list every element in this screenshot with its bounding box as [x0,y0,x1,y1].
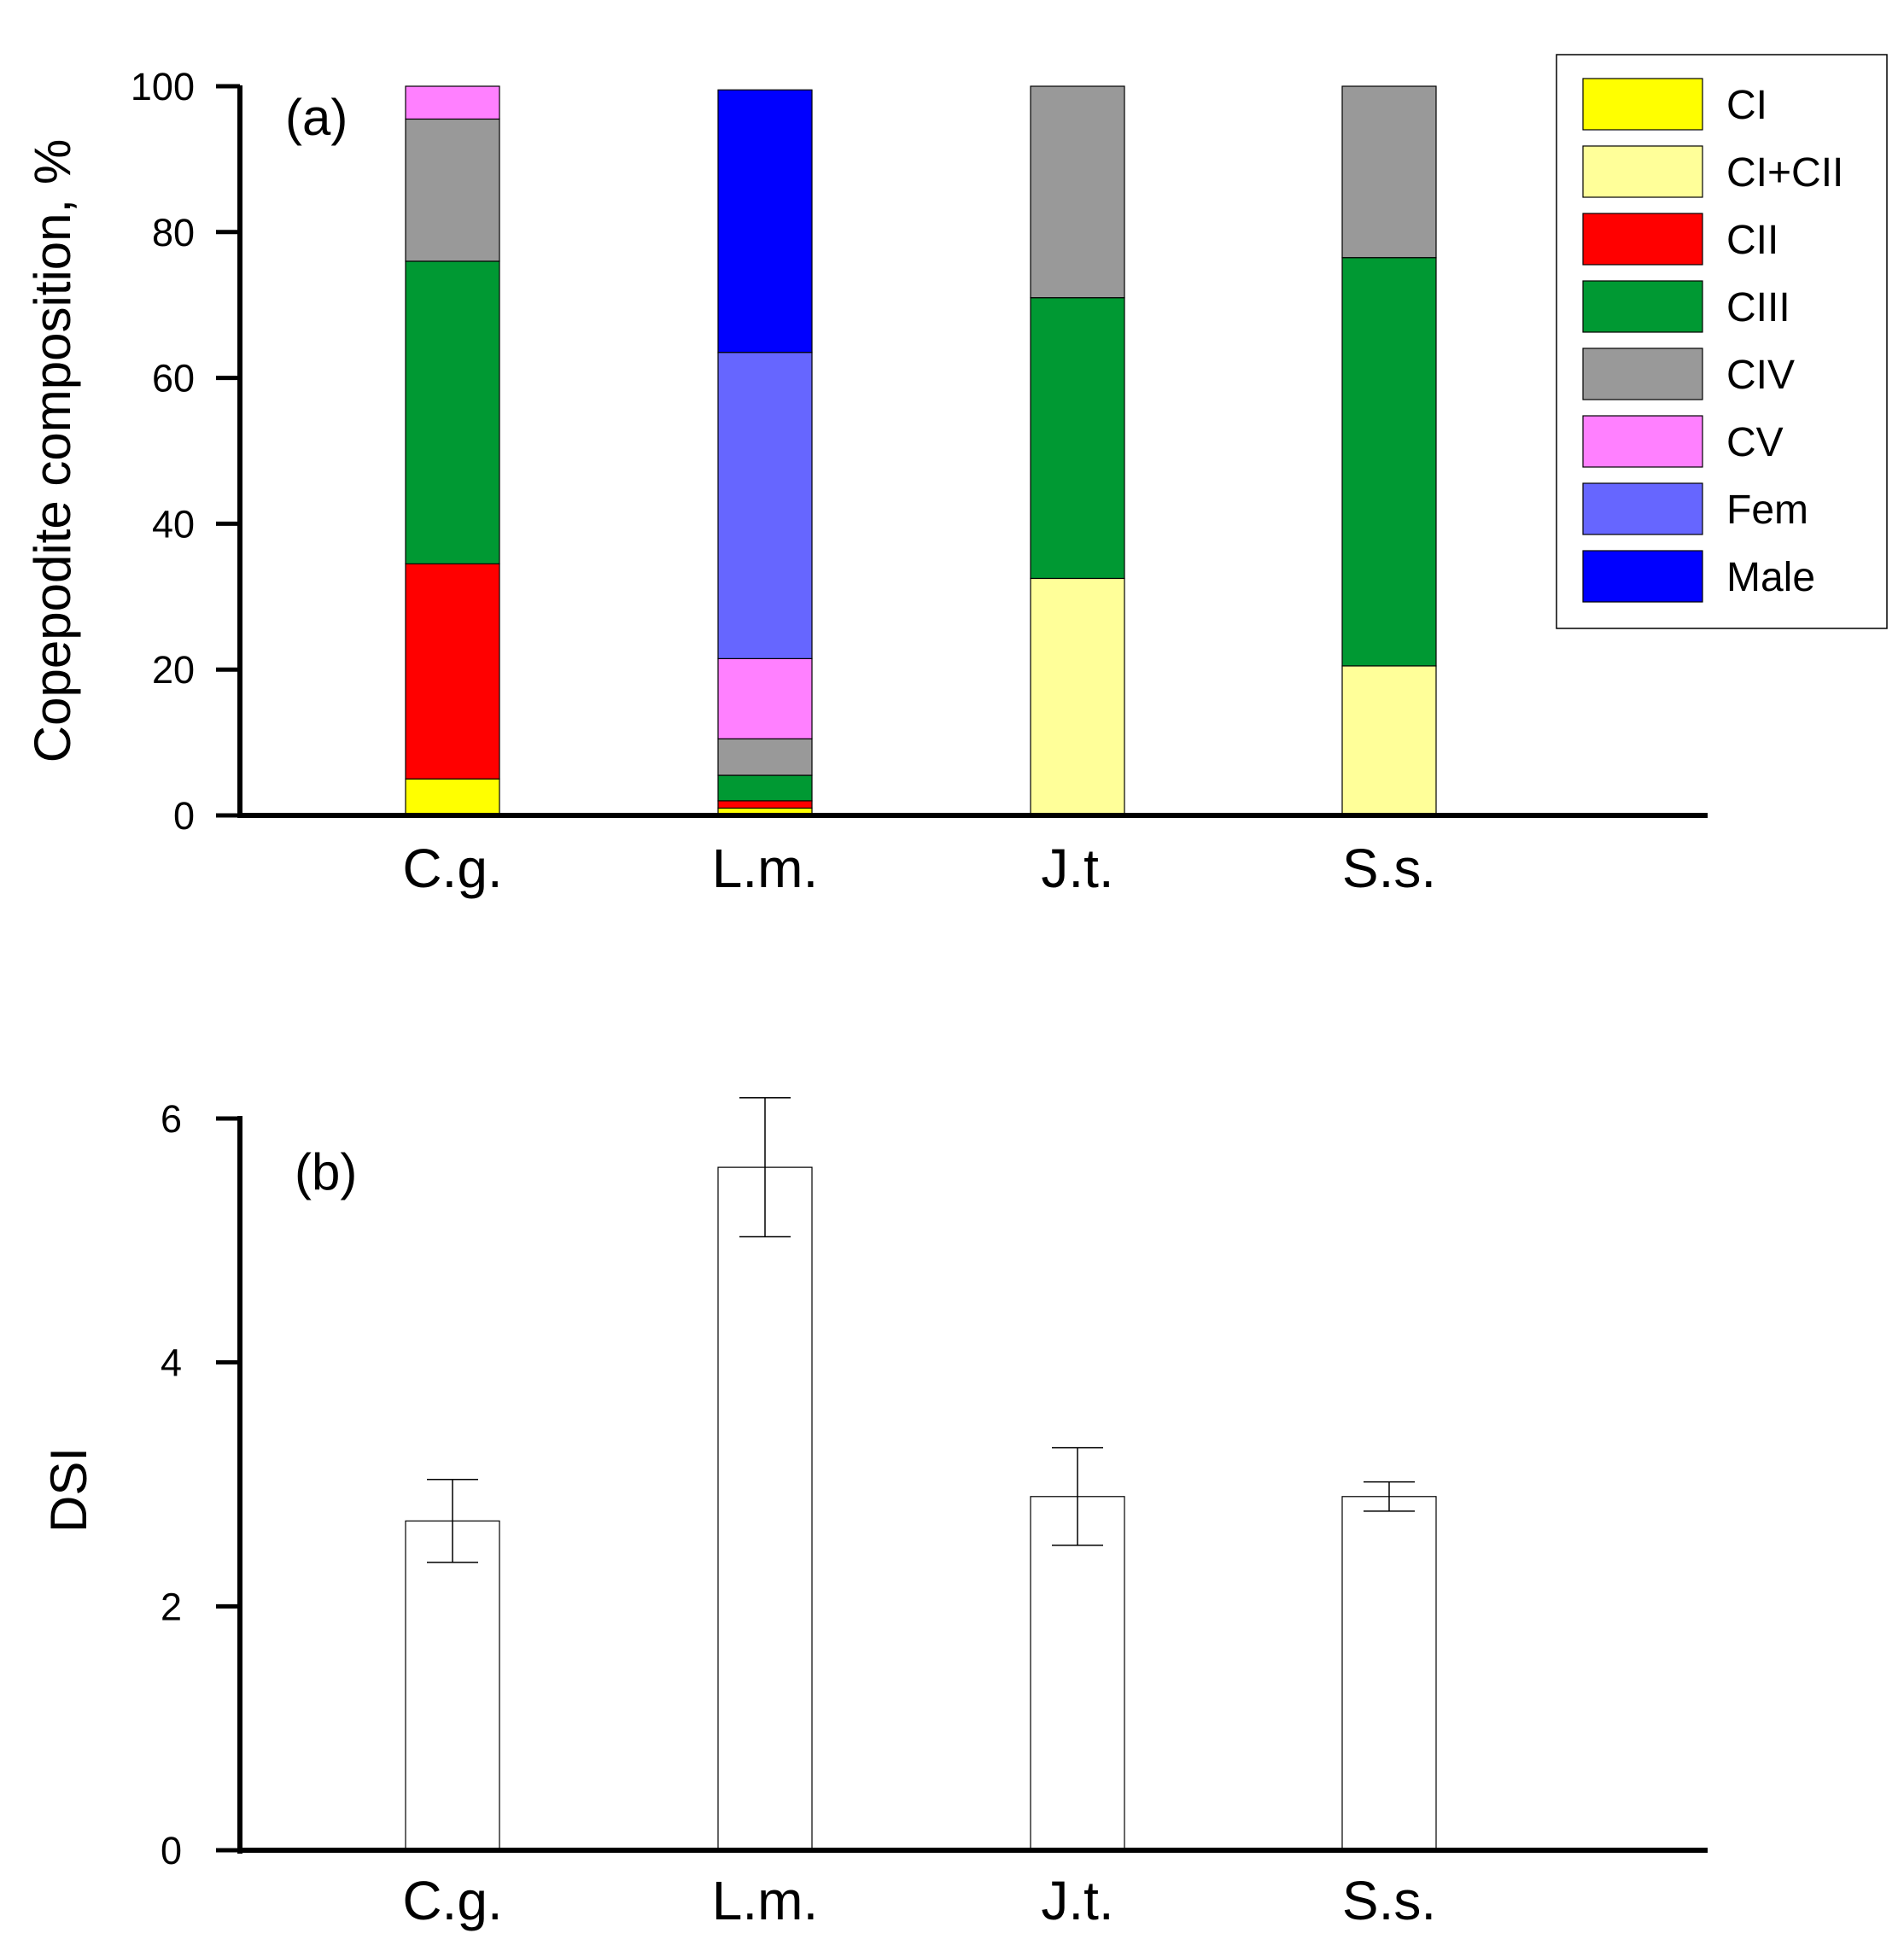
bar-segment-c-g-cii [405,563,500,780]
y-axis-title: DSI [40,1447,97,1533]
bar-j-t [1030,1496,1125,1851]
legend-swatch-ci [1582,78,1703,131]
legend-label-male: Male [1726,555,1815,600]
chart-panel-b: 0 2 4 6 C.g. L.m. J.t. S.s. DSI (b) [40,1096,1708,1931]
legend-label-ci-cii: CI+CII [1726,150,1843,196]
bar-segment-c-g-ciii [405,260,500,564]
y-tick-label: 0 [173,794,195,838]
bars [405,1096,1437,1851]
x-tick-label: S.s. [1342,838,1436,899]
y-tick-label: 80 [152,211,195,254]
bar-segment-c-g-cv [405,85,500,120]
legend-items: CI CI+CII CII CIII CIV CV Fem Male [1582,78,1843,603]
y-tick-label: 100 [131,65,195,108]
bar-s-s [1341,1496,1437,1851]
legend-label-cii: CII [1726,218,1778,263]
bar-segment-s-s-civ [1341,85,1437,259]
legend-swatch-cii [1582,213,1703,266]
x-tick-label: L.m. [712,1870,818,1931]
legend-label-ciii: CIII [1726,285,1790,330]
x-tick-label: J.t. [1041,838,1113,899]
legend-label-ci: CI [1726,83,1767,128]
x-tick-labels: C.g. L.m. J.t. S.s. [402,838,1436,899]
x-tick-label: C.g. [402,1870,502,1931]
x-tick-labels: C.g. L.m. J.t. S.s. [402,1870,1436,1931]
legend-swatch-ci-cii [1582,145,1703,198]
legend-frame [1556,54,1888,629]
legend-label-civ: CIV [1726,353,1795,398]
y-tick-label: 4 [161,1341,182,1385]
legend: CI CI+CII CII CIII CIV CV Fem Male [1556,54,1888,629]
chart-panel-a: 0 20 40 60 80 100 C.g. L.m. J.t. S.s. Copepodite… [24,54,1888,899]
panel-label: (a) [285,89,348,146]
bar-segment-l-m-cii [717,800,813,809]
bar-segment-s-s-ci-cii [1341,665,1437,816]
y-ticks: 0 20 40 60 80 100 [131,65,240,838]
bar-segment-j-t-civ [1030,85,1125,299]
y-tick-label: 20 [152,648,195,692]
bar-segment-c-g-civ [405,118,500,262]
legend-swatch-ciii [1582,280,1703,333]
bar-segment-s-s-ciii [1341,257,1437,667]
bar-segment-j-t-ciii [1030,297,1125,580]
stacked-bars [405,85,1437,816]
x-tick-label: S.s. [1342,1870,1436,1931]
legend-swatch-male [1582,550,1703,603]
bar-segment-l-m-fem [717,352,813,659]
bar-segment-c-g-ci [405,778,500,816]
legend-swatch-fem [1582,482,1703,535]
bar-c-g [405,1520,500,1851]
y-axis-title: Copepodite composition, % [24,139,81,762]
bar-segment-l-m-cv [717,657,813,739]
panel-label: (b) [295,1143,357,1200]
bar-segment-l-m-male [717,89,813,353]
legend-swatch-cv [1582,415,1703,468]
legend-label-fem: Fem [1726,488,1808,533]
bar-l-m [717,1166,813,1851]
y-tick-label: 2 [161,1585,182,1628]
legend-swatch-civ [1582,348,1703,400]
bar-segment-l-m-ciii [717,774,813,802]
y-tick-label: 40 [152,502,195,546]
y-tick-label: 60 [152,357,195,400]
x-tick-label: C.g. [402,838,502,899]
bar-segment-j-t-ci-cii [1030,577,1125,816]
bar-segment-l-m-civ [717,738,813,776]
y-tick-label: 0 [161,1829,182,1872]
legend-label-cv: CV [1726,420,1784,465]
x-tick-label: J.t. [1041,1870,1113,1931]
y-ticks: 0 2 4 6 [161,1097,240,1872]
y-tick-label: 6 [161,1097,182,1141]
x-tick-label: L.m. [712,838,818,899]
